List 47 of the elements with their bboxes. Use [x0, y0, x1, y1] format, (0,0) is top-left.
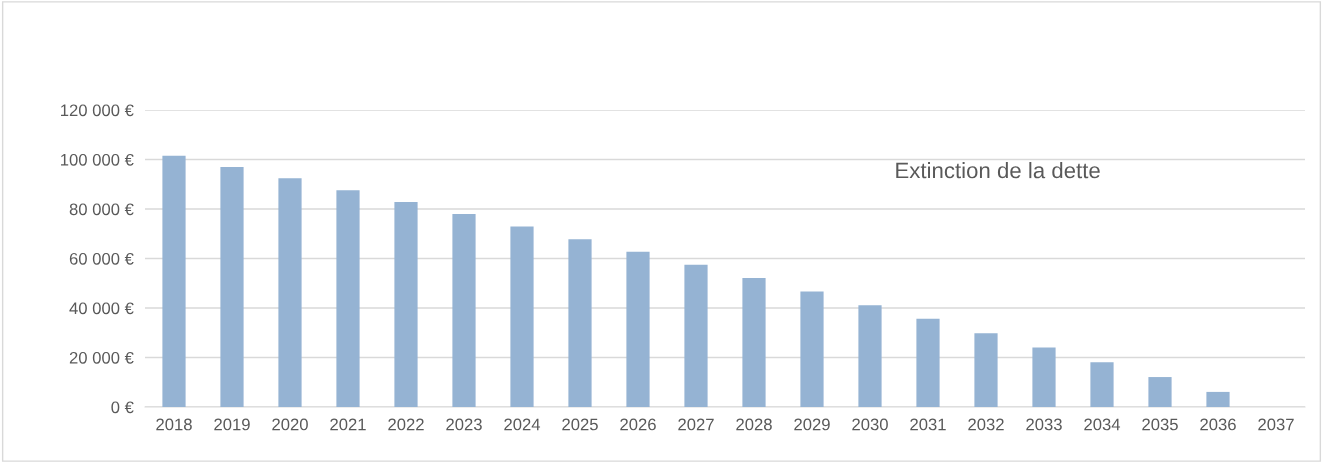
- bar: [742, 278, 766, 407]
- bar: [1206, 391, 1230, 407]
- bar: [278, 178, 302, 407]
- x-tick-label: 2032: [968, 418, 1004, 431]
- x-tick-label: 2027: [678, 418, 714, 431]
- bar: [510, 226, 534, 407]
- y-tick-label: 60 000 €: [69, 252, 134, 265]
- x-tick-label: 2025: [562, 418, 598, 431]
- bar: [916, 318, 940, 407]
- y-tick-label: 0 €: [111, 401, 134, 414]
- x-tick-label: 2026: [620, 418, 656, 431]
- x-tick-label: 2024: [504, 418, 541, 431]
- bar: [974, 333, 998, 407]
- text: Extinction de la dette: [896, 162, 1100, 179]
- y-tick-label: 80 000 €: [69, 203, 134, 216]
- bar: [684, 264, 708, 407]
- bar: [626, 251, 650, 407]
- x-tick-label: 2028: [736, 418, 772, 431]
- x-tick-label: 2034: [1084, 418, 1121, 431]
- x-tick-label: 2036: [1200, 418, 1236, 431]
- x-tick-label: 2031: [910, 418, 946, 431]
- bar: [220, 166, 244, 407]
- x-tick-label: 2021: [330, 418, 366, 431]
- x-tick-label: 2037: [1258, 418, 1294, 431]
- x-tick-label: 2030: [852, 418, 888, 431]
- bar: [336, 190, 360, 407]
- bar: [452, 213, 476, 407]
- x-tick-label: 2035: [1142, 418, 1178, 431]
- bar: [1148, 377, 1172, 407]
- y-tick-label: 100 000 €: [61, 153, 134, 166]
- x-tick-label: 2019: [214, 418, 250, 431]
- y-tick-label: 120 000 €: [61, 104, 134, 117]
- x-tick-label: 2022: [388, 418, 424, 431]
- bar: [162, 155, 186, 407]
- y-tick-label: 20 000 €: [69, 351, 134, 364]
- bar: [858, 305, 882, 407]
- bar: [568, 239, 592, 407]
- x-tick-label: 2029: [794, 418, 830, 431]
- bar: [394, 202, 418, 407]
- y-tick-label: 40 000 €: [69, 302, 134, 315]
- bar: [800, 291, 824, 407]
- x-tick-label: 2033: [1026, 418, 1062, 431]
- bar: [1090, 362, 1114, 407]
- bar: [1032, 347, 1056, 407]
- x-tick-label: 2023: [446, 418, 482, 431]
- x-tick-label: 2018: [156, 418, 192, 431]
- x-tick-label: 2020: [272, 418, 308, 431]
